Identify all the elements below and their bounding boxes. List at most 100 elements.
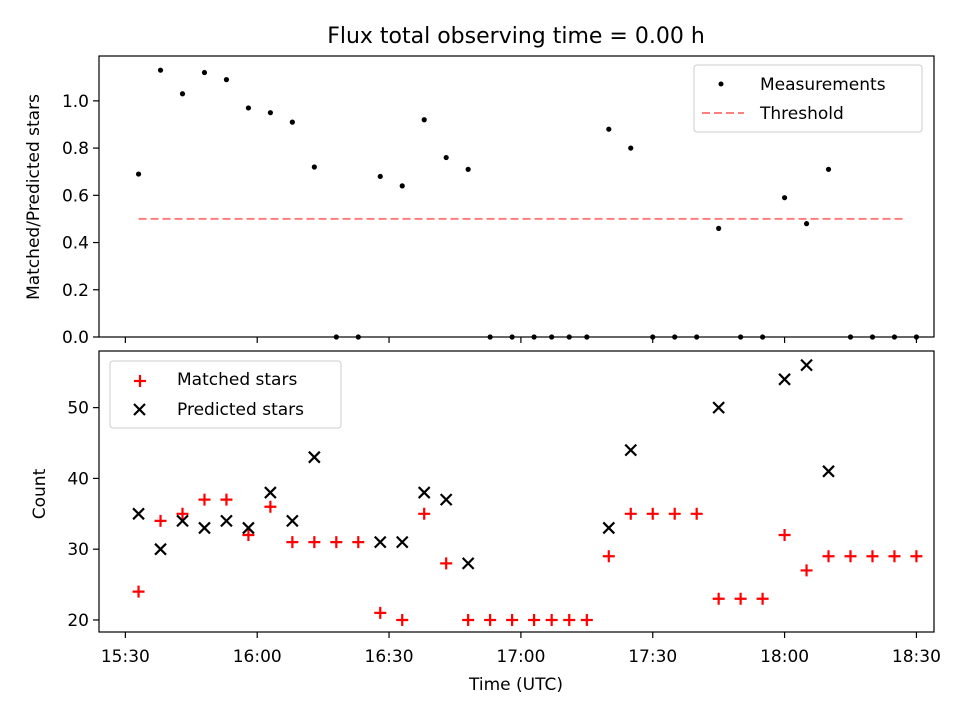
matched-stars-point [374,606,387,619]
matched-stars-point [396,613,409,626]
count-x-tick-label: 17:30 [628,647,677,667]
measurement-point [781,195,788,201]
predicted-stars-point [198,521,211,535]
measurement-point [443,154,449,161]
count-marks [132,358,923,626]
count-x-tick-label: 16:00 [233,647,282,667]
matched-stars-point [756,592,769,605]
matched-stars-point [308,536,321,549]
measurement-point [738,334,744,340]
matched-stars-point [220,493,233,506]
measurement-point [606,126,612,132]
matched-stars-point [242,529,255,542]
legend-matched-marker [134,375,146,387]
measurement-point [355,334,361,340]
measurement-point [245,105,252,111]
legend-measurements-marker [718,81,724,87]
count-x-tick-label: 15:30 [101,647,150,667]
measurement-point [223,77,230,83]
ratio-y-tick-label: 0.6 [62,186,89,206]
ratio-legend: Measurements Threshold [693,64,923,133]
count-y-axis-label: Count [30,468,50,519]
measurement-point [803,221,810,227]
measurement-point [465,166,471,172]
predicted-stars-point [822,465,835,478]
measurement-point [157,67,164,73]
matched-stars-point [580,613,593,626]
ratio-x-ticks [124,337,918,343]
ratio-axes-frame [98,55,935,338]
predicted-stars-point [264,486,277,499]
matched-stars-point [910,550,923,563]
measurement-point [179,91,186,97]
count-y-tick-label: 50 [67,399,89,419]
count-legend: Matched stars Predicted stars [109,360,342,429]
legend-matched-label: Matched stars [177,370,297,390]
ratio-y-tick-label: 0.8 [62,139,89,159]
predicted-stars-point [461,557,475,570]
predicted-stars-point [220,514,233,528]
measurement-point [549,334,555,340]
matched-stars-point [506,613,519,626]
measurement-point [584,334,590,340]
ratio-y-tick-label: 0.2 [62,281,89,301]
matched-stars-point [690,507,703,520]
predicted-stars-point [373,535,387,549]
predicted-stars-point [286,514,299,528]
ratio-marks [135,67,920,340]
count-y-ticks: 20 30 40 50 [67,399,99,631]
measurement-point [869,334,876,340]
predicted-stars-point [308,450,321,464]
matched-stars-point [528,613,541,626]
matched-stars-point [866,550,879,563]
predicted-stars-point [176,514,189,528]
predicted-stars-point [800,358,813,372]
predicted-stars-point [624,443,638,457]
matched-stars-point [198,493,211,506]
legend-measurements-label: Measurements [760,75,886,95]
measurement-point [628,145,634,151]
predicted-stars-point [395,535,409,549]
measurement-point [289,119,295,125]
count-x-ticks: 15:30 16:00 16:30 17:00 17:30 18:00 18:30 [101,632,941,667]
predicted-stars-point [712,401,725,414]
predicted-stars-point [132,507,145,521]
matched-stars-point [844,550,857,563]
measurement-point [650,334,656,340]
predicted-stars-point [778,373,791,386]
measurement-point [566,334,572,340]
count-x-tick-label: 18:00 [760,647,809,667]
matched-stars-point [484,613,497,626]
measurement-point [760,334,766,340]
measurement-point [201,69,208,76]
count-y-tick-label: 40 [67,469,89,489]
ratio-y-tick-label: 0.0 [62,328,89,348]
count-x-tick-label: 16:30 [365,647,414,667]
measurement-point [399,183,405,189]
count-x-tick-label: 18:30 [892,647,941,667]
ratio-legend-box [693,64,923,133]
ratio-y-axis-label: Matched/Predicted stars [24,94,44,300]
measurement-point [716,225,722,231]
predicted-stars-point [439,493,453,506]
ratio-y-tick-label: 1.0 [62,92,89,112]
matched-stars-point [668,507,681,520]
predicted-stars-point [242,521,255,535]
ratio-panel: 0.0 0.2 0.4 0.6 0.8 1.0 Matched/Predicted sta… [24,55,935,348]
measurement-point [694,334,700,340]
legend-predicted-marker [133,403,146,416]
matched-stars-point [286,536,299,549]
matched-stars-point [712,592,725,605]
matched-stars-point [440,557,453,570]
matched-stars-point [624,507,637,520]
count-legend-box [109,360,342,429]
measurement-point [487,334,493,340]
figure-title: Flux total observing time = 0.00 h [327,24,705,49]
count-y-tick-label: 20 [67,611,89,631]
measurement-point [267,110,273,116]
legend-predicted-label: Predicted stars [177,400,304,420]
matched-stars-point [418,507,431,520]
legend-threshold-label: Threshold [759,104,844,124]
